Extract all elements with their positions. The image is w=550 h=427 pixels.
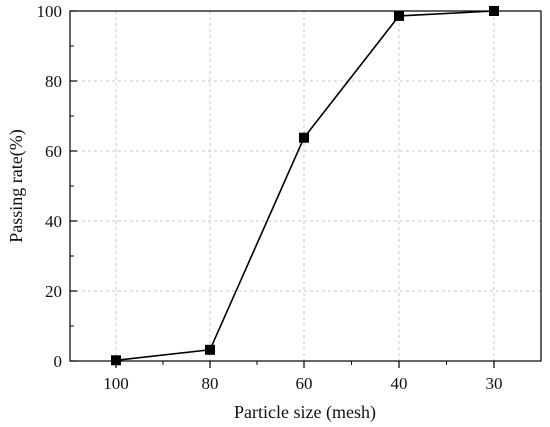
x-tick-label: 60 [296,374,313,393]
y-axis-title: Passing rate(%) [6,129,27,242]
data-point-marker [111,355,121,366]
y-tick-label: 80 [45,72,62,91]
y-axis: 0 20 40 60 80 100 [37,2,77,371]
data-point-marker [394,10,404,21]
data-point-marker [205,344,215,355]
x-tick-label: 80 [202,374,219,393]
x-tick-label: 30 [486,374,503,393]
x-tick-label: 40 [391,374,408,393]
data-point-marker [299,132,309,143]
series-line [115,10,495,362]
plot-frame [69,10,542,362]
y-tick-label: 40 [45,212,62,231]
y-tick-label: 60 [45,142,62,161]
y-tick-label: 20 [45,282,62,301]
x-tick-label: 100 [103,374,129,393]
x-axis-title: Particle size (mesh) [234,402,376,423]
y-tick-label: 0 [54,352,63,371]
grid-lines [70,11,541,361]
data-point-marker [489,6,499,16]
series-layer [111,6,499,366]
x-axis: 100 80 60 40 30 [103,361,503,393]
y-tick-label: 100 [37,2,63,21]
